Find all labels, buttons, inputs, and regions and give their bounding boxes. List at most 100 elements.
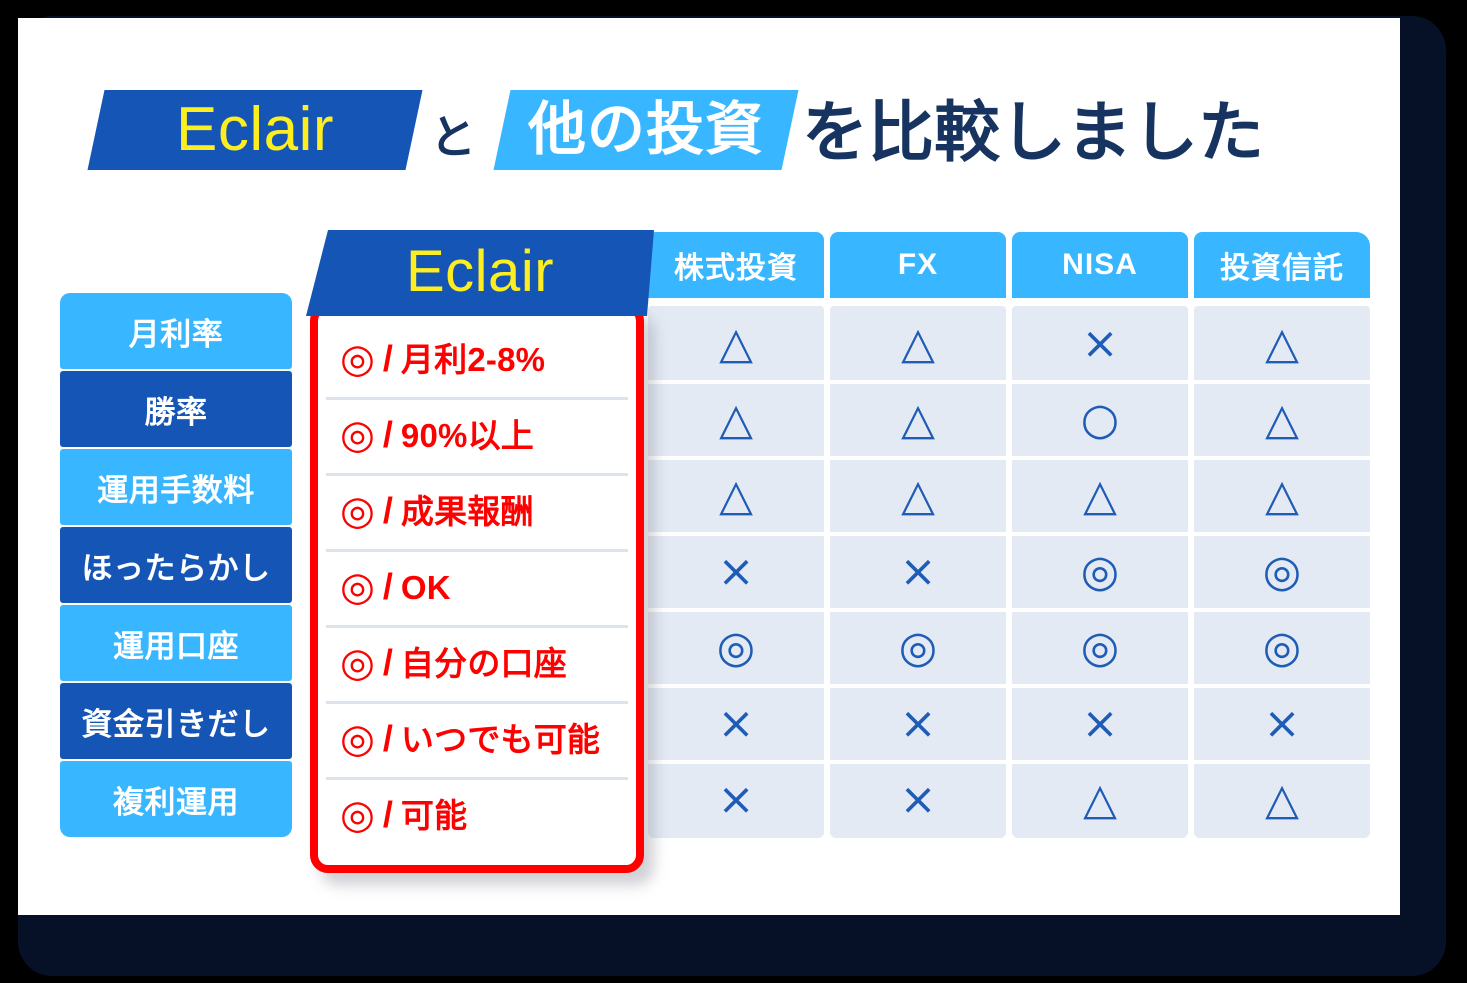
row-label: 複利運用 (60, 761, 292, 837)
rating-symbol: ◎ (1080, 546, 1120, 597)
table-cell: △ (1194, 380, 1370, 458)
rating-symbol: × (1081, 698, 1119, 749)
eclair-value-text: 90%以上 (400, 416, 534, 454)
comparison-columns: 株式投資 △ △ △ × ◎ × × FX △ △ (648, 232, 1382, 838)
table-cell: × (1012, 684, 1188, 762)
rating-symbol: ◎ (1262, 622, 1302, 673)
column-stock: 株式投資 △ △ △ × ◎ × × (648, 232, 824, 838)
table-cell: △ (830, 456, 1006, 534)
row-label: ほったらかし (60, 527, 292, 603)
table-cell: △ (648, 380, 824, 458)
column-header: FX (830, 232, 1006, 298)
separator: / (382, 642, 393, 683)
eclair-highlight-box: ◎ / 月利2-8% ◎ / 90%以上 ◎ / 成果報酬 (310, 303, 644, 873)
column-fx: FX △ △ △ × ◎ × × (830, 232, 1006, 838)
table-cell: △ (648, 456, 824, 534)
double-circle-icon: ◎ (340, 640, 375, 686)
rating-symbol: △ (1265, 318, 1299, 369)
double-circle-icon: ◎ (340, 336, 375, 382)
rating-symbol: × (717, 774, 755, 825)
eclair-value-text: 月利2-8% (400, 340, 546, 378)
eclair-value-row: ◎ / いつでも可能 (318, 701, 636, 777)
rating-symbol: × (717, 698, 755, 749)
rating-symbol: × (899, 774, 937, 825)
table-cell: ◎ (1194, 532, 1370, 610)
table-cell: ◎ (1012, 608, 1188, 686)
double-circle-icon: ◎ (340, 564, 375, 610)
rating-symbol: ◎ (898, 622, 938, 673)
table-cell: △ (830, 306, 1006, 382)
separator: / (382, 414, 393, 455)
rating-symbol: △ (1265, 394, 1299, 445)
table-cell: × (648, 532, 824, 610)
eclair-value-row: ◎ / OK (318, 549, 636, 625)
eclair-value-text: 可能 (400, 796, 468, 834)
rating-symbol: △ (719, 394, 753, 445)
table-cell: × (648, 760, 824, 838)
rating-symbol: ◎ (1262, 546, 1302, 597)
table-cell: ◎ (830, 608, 1006, 686)
eclair-value-row: ◎ / 90%以上 (318, 397, 636, 473)
eclair-value-list: ◎ / 月利2-8% ◎ / 90%以上 ◎ / 成果報酬 (318, 321, 636, 853)
table-cell: △ (1194, 306, 1370, 382)
eclair-value-text: いつでも可能 (400, 720, 601, 758)
eclair-column-header: Eclair (306, 230, 654, 316)
rating-symbol: × (1263, 698, 1301, 749)
table-cell: △ (1012, 456, 1188, 534)
row-label-column: 月利率 勝率 運用手数料 ほったらかし 運用口座 資金引きだし 複利運用 (60, 293, 292, 837)
rating-symbol: △ (1265, 470, 1299, 521)
page-title: Eclair と 他の投資 を比較しました (18, 80, 1400, 180)
column-body: △ △ △ × ◎ × × (830, 306, 1006, 838)
column-nisa: NISA × ○ △ ◎ ◎ × △ (1012, 232, 1188, 838)
column-investment-trust: 投資信託 △ △ △ ◎ ◎ × △ (1194, 232, 1370, 838)
rating-symbol: △ (719, 318, 753, 369)
row-label: 運用口座 (60, 605, 292, 681)
column-body: △ △ △ ◎ ◎ × △ (1194, 306, 1370, 838)
table-cell: × (1012, 306, 1188, 382)
rating-symbol: ◎ (1080, 622, 1120, 673)
double-circle-icon: ◎ (340, 412, 375, 458)
table-cell: ○ (1012, 380, 1188, 458)
rating-symbol: × (1081, 318, 1119, 369)
table-cell: × (830, 760, 1006, 838)
row-label: 運用手数料 (60, 449, 292, 525)
rating-symbol: △ (1083, 470, 1117, 521)
rating-symbol: △ (1265, 774, 1299, 825)
table-cell: △ (830, 380, 1006, 458)
separator: / (382, 718, 393, 759)
eclair-value-row: ◎ / 自分の口座 (318, 625, 636, 701)
rating-symbol: × (899, 546, 937, 597)
eclair-value-text: 成果報酬 (400, 492, 534, 530)
double-circle-icon: ◎ (340, 716, 375, 762)
table-cell: × (830, 532, 1006, 610)
double-circle-icon: ◎ (340, 488, 375, 534)
separator: / (382, 338, 393, 379)
separator: / (382, 490, 393, 531)
eclair-value-row: ◎ / 可能 (318, 777, 636, 853)
table-cell: △ (648, 306, 824, 382)
rating-symbol: △ (901, 470, 935, 521)
double-circle-icon: ◎ (340, 792, 375, 838)
table-cell: △ (1194, 760, 1370, 838)
column-header: 株式投資 (648, 232, 824, 298)
table-cell: ◎ (1194, 608, 1370, 686)
row-label: 勝率 (60, 371, 292, 447)
column-body: × ○ △ ◎ ◎ × △ (1012, 306, 1188, 838)
table-cell: ◎ (648, 608, 824, 686)
separator: / (382, 566, 393, 607)
rating-symbol: ◎ (716, 622, 756, 673)
eclair-column-header-label: Eclair (405, 239, 555, 304)
row-label: 資金引きだし (60, 683, 292, 759)
rating-symbol: ○ (1080, 394, 1120, 445)
eclair-value-row: ◎ / 成果報酬 (318, 473, 636, 549)
eclair-value-row: ◎ / 月利2-8% (318, 321, 636, 397)
eclair-value-text: OK (400, 568, 451, 606)
comparison-card: Eclair と 他の投資 を比較しました 月利率 勝率 運用手数料 ほったらか… (18, 18, 1400, 915)
rating-symbol: △ (1083, 774, 1117, 825)
column-header: NISA (1012, 232, 1188, 298)
table-cell: ◎ (1012, 532, 1188, 610)
eclair-value-text: 自分の口座 (400, 644, 567, 682)
table-cell: △ (1012, 760, 1188, 838)
rating-symbol: △ (901, 318, 935, 369)
